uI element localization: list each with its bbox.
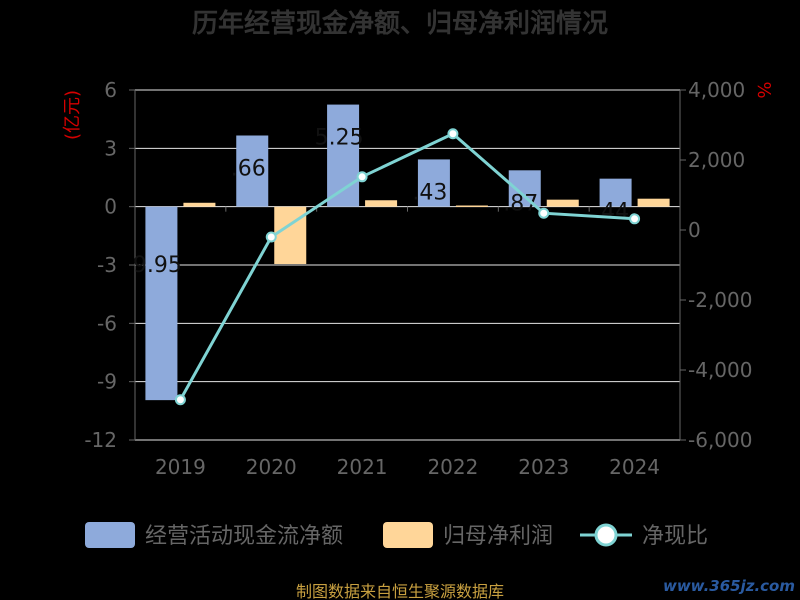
ratio-point-2020 xyxy=(265,231,277,243)
y-left-tick-label: 3 xyxy=(104,136,117,160)
y-right-unit-label: % xyxy=(753,81,774,98)
y-left-tick-label: -3 xyxy=(97,253,117,277)
bar-ocf-2024 xyxy=(599,178,632,207)
y-right-tick-label: 4,000 xyxy=(688,78,745,102)
ratio-line xyxy=(179,131,635,401)
bar-value-label: .66 xyxy=(231,157,266,182)
bar-ocf-2020 xyxy=(236,135,269,207)
bar-ocf-2019 xyxy=(145,206,178,401)
bar-value-label: 5.25 xyxy=(315,126,364,151)
legend-label-profit: 归母净利润 xyxy=(443,524,553,549)
bar-value-label: .44 xyxy=(594,200,629,225)
legend-label-ocf: 经营活动现金流净额 xyxy=(145,524,343,549)
legend-label-ratio: 净现比 xyxy=(642,524,708,549)
ratio-point-2019 xyxy=(174,394,186,406)
legend-swatch-profit xyxy=(383,522,433,548)
ratio-point-2024 xyxy=(629,213,641,225)
bar-value-label: .43 xyxy=(412,180,447,205)
x-tick-label: 2019 xyxy=(155,455,206,479)
bar-profit-2024 xyxy=(637,198,670,207)
y-right-tick-label: 0 xyxy=(688,218,701,242)
ratio-point-2023 xyxy=(538,207,550,219)
bar-value-label: 9.95 xyxy=(133,253,182,278)
y-right-tick-label: 2,000 xyxy=(688,148,745,172)
x-tick-label: 2024 xyxy=(609,455,660,479)
bar-profit-2022 xyxy=(455,205,488,207)
y-left-tick-label: 0 xyxy=(104,195,117,219)
y-left-tick-label: -6 xyxy=(97,311,117,335)
x-tick-label: 2023 xyxy=(518,455,569,479)
legend-swatch-ratio-marker xyxy=(594,523,618,547)
y-right-tick-label: -6,000 xyxy=(688,428,752,452)
chart-title: 历年经营现金净额、归母净利润情况 xyxy=(192,8,608,39)
y-right-tick-label: -2,000 xyxy=(688,288,752,312)
y-right-tick-label: -4,000 xyxy=(688,358,752,382)
ratio-point-2021 xyxy=(356,171,368,183)
x-tick-label: 2022 xyxy=(427,455,478,479)
bar-profit-2019 xyxy=(183,202,216,207)
watermark: www.365jz.com xyxy=(663,577,795,595)
y-left-tick-label: -9 xyxy=(97,370,117,394)
x-tick-label: 2021 xyxy=(337,455,388,479)
bar-profit-2023 xyxy=(546,199,579,207)
y-left-tick-label: 6 xyxy=(104,78,117,102)
plot-area: -12 -9 -6 -3 0 3 6 -6,000 -4,000 -2,000 0 2,000 4,00… xyxy=(62,78,774,479)
legend: 经营活动现金流净额 归母净利润 净现比 xyxy=(85,522,708,549)
y-left-tick-label: -12 xyxy=(84,428,117,452)
x-tick-label: 2020 xyxy=(246,455,297,479)
bar-ocf-2022 xyxy=(417,159,450,207)
bar-ocf-2021 xyxy=(327,104,360,207)
bar-profit-2021 xyxy=(365,200,398,207)
legend-swatch-ocf xyxy=(85,522,135,548)
y-left-unit-label: (亿元) xyxy=(62,90,83,140)
ratio-point-2022 xyxy=(447,128,459,140)
data-source-note: 制图数据来自恒生聚源数据库 xyxy=(296,582,504,600)
